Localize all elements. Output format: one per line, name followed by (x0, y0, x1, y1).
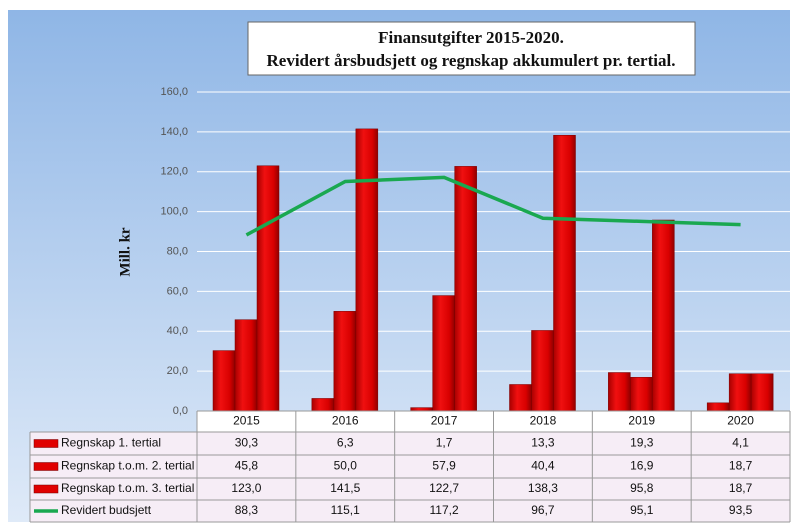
marks (212, 128, 774, 412)
chart-subtitle: Revidert årsbudsjett og regnskap akkumul… (267, 51, 676, 70)
table-cell: 122,7 (429, 481, 459, 495)
x-tick-label: 2020 (727, 414, 754, 428)
bar (355, 128, 379, 412)
bar (432, 295, 455, 412)
table-cell: 16,9 (630, 459, 654, 473)
bar (531, 330, 554, 412)
y-tick-label: 20,0 (167, 365, 188, 377)
y-tick-label: 100,0 (160, 206, 188, 218)
bar (706, 402, 730, 412)
table-cell: 141,5 (330, 481, 360, 495)
title-box (247, 21, 696, 76)
table-cell: 95,8 (630, 481, 654, 495)
table-cell: 30,3 (235, 436, 259, 450)
bar (608, 372, 631, 412)
bar (630, 377, 653, 412)
table-cell: 96,7 (531, 503, 555, 517)
x-tick-label: 2015 (233, 414, 260, 428)
y-tick-label: 40,0 (167, 325, 188, 337)
table-cell: 4,1 (732, 436, 749, 450)
bar (410, 407, 433, 412)
table-cell: 6,3 (337, 436, 354, 450)
y-tick-label: 120,0 (160, 166, 188, 178)
legend-swatch (33, 439, 59, 448)
bar (750, 373, 774, 412)
y-tick-label: 140,0 (160, 126, 188, 138)
table-cell: 93,5 (729, 503, 753, 517)
line-series (245, 175, 741, 237)
table-cell: 18,7 (729, 459, 753, 473)
table-cell: 57,9 (432, 459, 456, 473)
table-cell: 88,3 (235, 503, 259, 517)
legend-label: Regnskap t.o.m. 3. tertial (61, 481, 194, 495)
legend-swatch (33, 462, 59, 471)
y-tick-label: 160,0 (160, 86, 188, 98)
legend-label: Regnskap t.o.m. 2. tertial (61, 459, 194, 473)
table-cell: 13,3 (531, 436, 555, 450)
table-cell: 50,0 (334, 459, 358, 473)
table-cell: 117,2 (430, 503, 459, 517)
table-cell: 123,0 (231, 481, 261, 495)
y-tick-label: 0,0 (173, 405, 188, 417)
x-tick-label: 2018 (530, 414, 557, 428)
table-cell: 19,3 (630, 436, 654, 450)
y-tick-label: 60,0 (167, 285, 188, 297)
bar (256, 165, 280, 412)
table-cell: 40,4 (531, 459, 555, 473)
chart-title: Finansutgifter 2015-2020. (378, 28, 564, 47)
x-tick-label: 2017 (431, 414, 458, 428)
bar (652, 219, 675, 412)
table-cell: 115,1 (331, 503, 360, 517)
table-cell: 18,7 (729, 481, 753, 495)
bar (454, 166, 477, 412)
x-tick-label: 2016 (332, 414, 359, 428)
table-cell: 95,1 (630, 503, 654, 517)
y-tick-label: 80,0 (167, 245, 188, 257)
bar (311, 398, 335, 412)
data-table: 2015 2016 2017 2018 2019 2020 Regnskap 1. tert… (29, 410, 791, 523)
bar (553, 135, 576, 412)
y-axis-label: Mill. kr (117, 227, 133, 277)
bar (509, 384, 532, 412)
x-tick-label: 2019 (628, 414, 655, 428)
bar (234, 319, 258, 412)
legend-label: Revidert budsjett (61, 503, 152, 517)
bar (333, 311, 357, 412)
table-cell: 138,3 (528, 481, 558, 495)
bar (212, 350, 236, 412)
table-cell: 45,8 (235, 459, 259, 473)
legend-swatch (33, 484, 59, 494)
legend-label: Regnskap 1. tertial (61, 436, 161, 450)
bar (728, 373, 752, 412)
table-cell: 1,7 (436, 436, 453, 450)
table-body (30, 432, 790, 522)
